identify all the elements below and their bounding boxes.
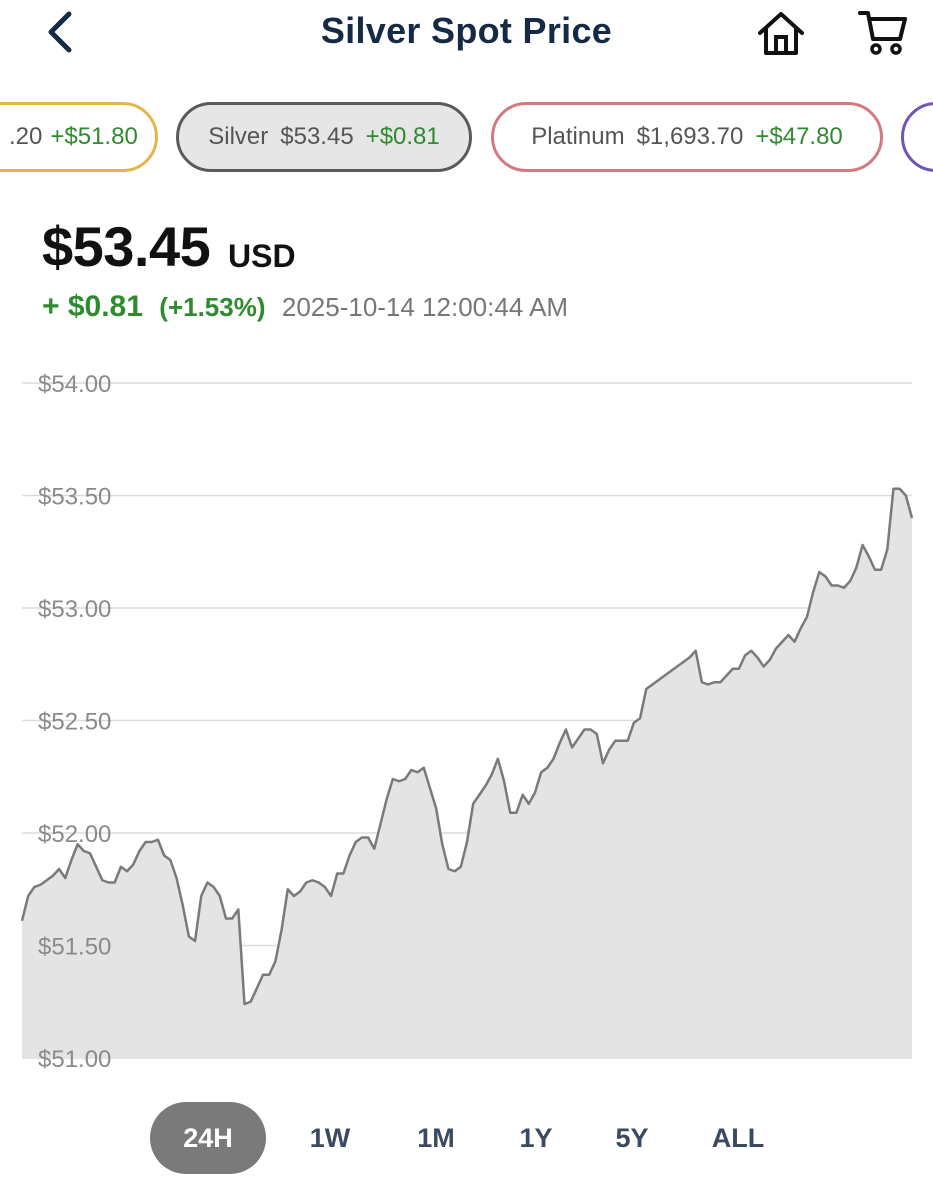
tab-5y[interactable]: 5Y [615,1122,649,1153]
app-header: Silver Spot Price [0,0,933,72]
y-tick-label: $52.50 [38,709,111,736]
metal-chips: .20 +$51.80 Silver $53.45 +$0.81 Platinu… [0,102,933,178]
price-currency: USD [228,238,296,274]
quote-timestamp: 2025-10-14 12:00:44 AM [281,292,569,322]
chip-price: .20 [9,123,43,150]
chip-metal: Platinum [531,123,625,150]
price-line [20,487,914,1006]
change-amount: + $0.81 [42,290,143,323]
page-title: Silver Spot Price [320,10,613,51]
price-chart[interactable]: $54.00 $53.50 $53.00 $52.50 $52.00 $51.50 $51.… [0,360,933,1080]
home-button[interactable] [752,6,810,64]
chip-silver[interactable]: Silver $53.45 +$0.81 [176,102,472,172]
y-tick-label: $53.50 [38,484,111,511]
chip-change: +$47.80 [755,123,843,150]
change-percent: (+1.53%) [159,292,266,322]
current-price: $53.45 [42,215,211,278]
chip-metal: Silver [208,123,269,150]
chip-change: +$51.80 [50,123,138,150]
tab-24h[interactable]: 24H [150,1102,266,1174]
y-tick-label: $52.00 [38,821,111,848]
y-tick-label: $51.00 [38,1046,111,1073]
range-tabs: 24H 1W 1M 1Y 5Y ALL [0,1100,933,1176]
price-change-row: + $0.81 (+1.53%) 2025-10-14 12:00:44 AM [42,290,568,324]
shopping-cart-icon [858,7,908,62]
tab-1w[interactable]: 1W [309,1122,351,1153]
price-area [22,488,912,1058]
chip-change: +$0.81 [365,123,440,150]
chip-platinum[interactable]: Platinum $1,693.70 +$47.80 [491,102,883,172]
chip-price: $53.45 [280,123,354,150]
chevron-left-icon [43,8,77,61]
tab-1y[interactable]: 1Y [519,1122,553,1153]
home-icon [756,9,806,62]
back-button[interactable] [30,6,90,62]
chip-next-metal[interactable] [901,102,933,172]
y-tick-label: $51.50 [38,934,111,961]
tab-all[interactable]: ALL [711,1122,765,1153]
chip-price: $1,693.70 [636,123,744,150]
cart-button[interactable] [852,4,914,64]
chip-gold[interactable]: .20 +$51.80 [0,102,158,172]
tab-1m[interactable]: 1M [417,1122,455,1153]
y-tick-label: $54.00 [38,371,111,398]
y-tick-label: $53.00 [38,596,111,623]
